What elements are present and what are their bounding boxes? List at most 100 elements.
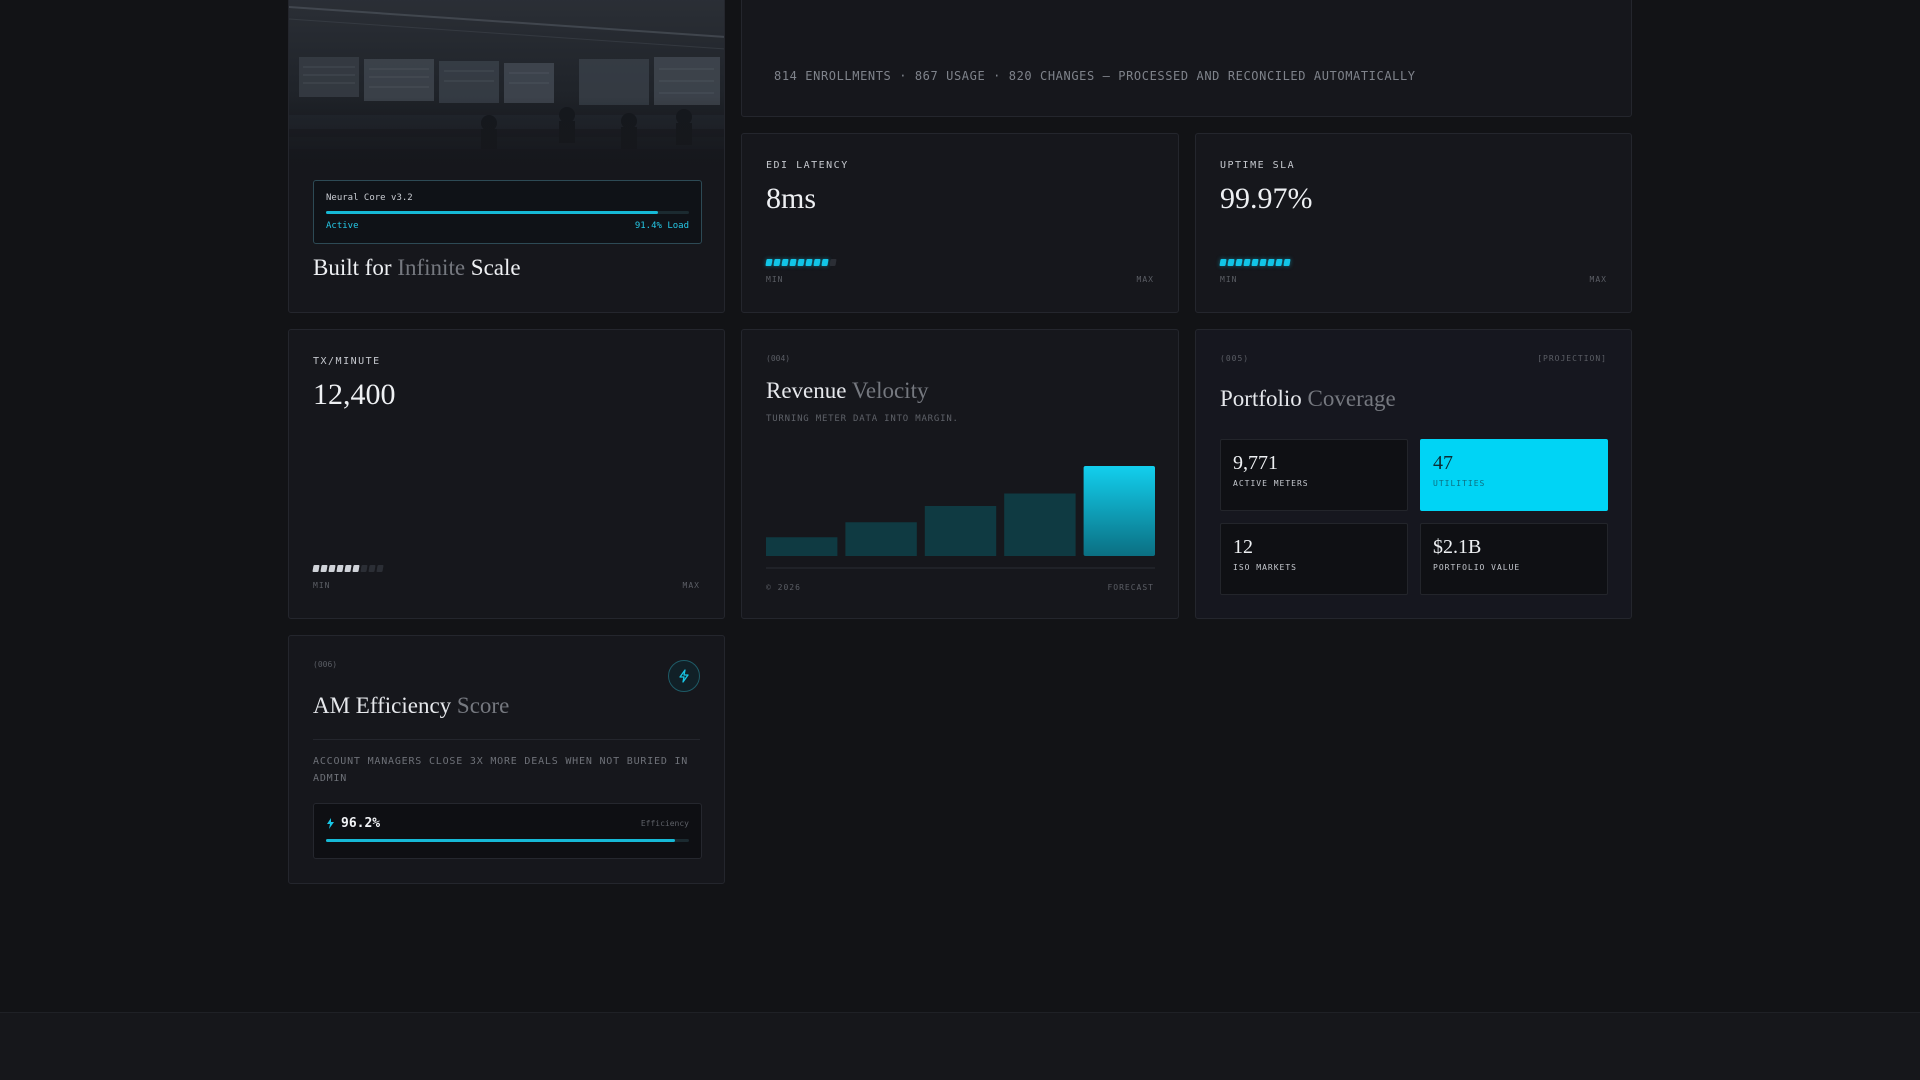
stat-label: UTILITIES xyxy=(1433,479,1486,488)
stat-tile-utilities: 47 UTILITIES xyxy=(1420,439,1608,511)
meter-segment xyxy=(368,565,376,572)
hero-title: Built for Infinite Scale xyxy=(313,255,521,281)
neural-core-status: Active xyxy=(326,221,359,231)
tx-per-minute-card: TX/MINUTE 12,400 MIN MAX xyxy=(288,329,725,619)
stat-tile-iso-markets: 12 ISO MARKETS xyxy=(1220,523,1408,595)
forecast-label: FORECAST xyxy=(1107,583,1154,592)
neural-core-load: 91.4% Load xyxy=(634,221,689,231)
banner-card: 814 ENROLLMENTS · 867 USAGE · 820 CHANGE… xyxy=(741,0,1632,117)
meter-segment xyxy=(805,259,813,266)
efficiency-title: AM Efficiency Score xyxy=(313,693,509,719)
hero-title-part-3: Scale xyxy=(465,255,521,280)
meter-segment xyxy=(829,259,837,266)
revenue-bar-chart xyxy=(766,466,1155,569)
revenue-velocity-card: (004) Revenue Velocity TURNING METER DAT… xyxy=(741,329,1179,619)
hero-card: Neural Core v3.2 Active 91.4% Load Built… xyxy=(288,0,725,313)
meter-segment xyxy=(797,259,805,266)
stat-value: 12 xyxy=(1233,536,1253,558)
section-number: (006) xyxy=(313,660,338,669)
meter-segment xyxy=(1235,259,1243,266)
efficiency-bar xyxy=(326,839,689,842)
uptime-sla-card: UPTIME SLA 99.97% MIN MAX xyxy=(1195,133,1632,313)
efficiency-value: 96.2% xyxy=(341,816,381,831)
revenue-bar xyxy=(1004,493,1076,556)
meter-segment xyxy=(344,565,352,572)
metric-value: 8ms xyxy=(766,182,817,215)
meter-segment xyxy=(813,259,821,266)
meter-segment xyxy=(376,565,384,572)
banner-stats: 814 ENROLLMENTS · 867 USAGE · 820 CHANGE… xyxy=(774,69,1416,83)
efficiency-title-main: AM Efficiency xyxy=(313,693,457,718)
revenue-title-main: Revenue xyxy=(766,378,852,403)
revenue-title: Revenue Velocity xyxy=(766,378,928,404)
meter-segment xyxy=(1283,259,1291,266)
stat-tile-portfolio-value: $2.1B PORTFOLIO VALUE xyxy=(1420,523,1608,595)
footer xyxy=(0,1012,1920,1080)
small-lightning-icon xyxy=(327,818,334,829)
section-number: (005) xyxy=(1220,354,1250,363)
neural-core-title: Neural Core v3.2 xyxy=(326,193,413,203)
level-meter xyxy=(312,565,384,572)
efficiency-label: Efficiency xyxy=(640,819,689,828)
metric-value: 99.97% xyxy=(1220,182,1313,215)
revenue-bar xyxy=(766,537,838,556)
divider xyxy=(313,739,700,740)
am-efficiency-card: (006) AM Efficiency Score ACCOUNT MANAGE… xyxy=(288,635,725,884)
stat-label: ISO MARKETS xyxy=(1233,563,1297,572)
meter-segment xyxy=(352,565,360,572)
meter-segment xyxy=(336,565,344,572)
neural-core-load-bar xyxy=(326,211,689,214)
revenue-bar xyxy=(924,506,997,556)
edi-latency-card: EDI LATENCY 8ms MIN MAX xyxy=(741,133,1179,313)
meter-segment xyxy=(773,259,781,266)
metric-label: TX/MINUTE xyxy=(313,356,381,367)
portfolio-coverage-card: (005) [PROJECTION] Portfolio Coverage 9,… xyxy=(1195,329,1632,619)
min-label: MIN xyxy=(313,581,331,590)
meter-segment xyxy=(1243,259,1251,266)
portfolio-title-accent: Coverage xyxy=(1307,386,1396,411)
revenue-title-accent: Velocity xyxy=(851,378,929,403)
level-meter xyxy=(1219,259,1291,266)
meter-segment xyxy=(1251,259,1259,266)
meter-segment xyxy=(1227,259,1235,266)
lightning-icon xyxy=(668,660,700,692)
hero-title-part-1: Built for xyxy=(313,255,398,280)
meter-segment xyxy=(1259,259,1267,266)
meter-segment xyxy=(328,565,336,572)
max-label: MAX xyxy=(682,581,700,590)
meter-segment xyxy=(1275,259,1283,266)
efficiency-title-accent: Score xyxy=(456,693,510,718)
metric-value: 12,400 xyxy=(313,378,396,411)
hero-title-accent: Infinite xyxy=(397,255,466,280)
meter-segment xyxy=(821,259,829,266)
revenue-subtitle: TURNING METER DATA INTO MARGIN. xyxy=(766,414,959,424)
projection-tag: [PROJECTION] xyxy=(1537,354,1607,363)
stat-value: 9,771 xyxy=(1233,452,1278,474)
stat-label: ACTIVE METERS xyxy=(1233,479,1309,488)
metric-label: UPTIME SLA xyxy=(1220,160,1296,171)
level-meter xyxy=(765,259,837,266)
control-room-image xyxy=(289,0,724,175)
efficiency-meter: 96.2% Efficiency xyxy=(313,803,702,859)
meter-segment xyxy=(360,565,368,572)
max-label: MAX xyxy=(1136,275,1154,284)
meter-segment xyxy=(1267,259,1275,266)
copyright: © 2026 xyxy=(766,583,801,592)
stat-value: 47 xyxy=(1433,452,1453,474)
meter-segment xyxy=(1219,259,1227,266)
metric-label: EDI LATENCY xyxy=(766,160,849,171)
stat-tile-active-meters: 9,771 ACTIVE METERS xyxy=(1220,439,1408,511)
portfolio-title-main: Portfolio xyxy=(1220,386,1308,411)
revenue-bar xyxy=(1083,466,1155,556)
meter-segment xyxy=(765,259,773,266)
neural-core-load-fill xyxy=(326,211,658,214)
efficiency-description: ACCOUNT MANAGERS CLOSE 3X MORE DEALS WHE… xyxy=(313,756,689,784)
stat-label: PORTFOLIO VALUE xyxy=(1433,563,1521,572)
revenue-bar xyxy=(845,522,917,556)
stat-value: $2.1B xyxy=(1433,536,1482,558)
min-label: MIN xyxy=(766,275,784,284)
section-number: (004) xyxy=(766,354,791,363)
meter-segment xyxy=(320,565,328,572)
meter-segment xyxy=(789,259,797,266)
neural-core-panel: Neural Core v3.2 Active 91.4% Load xyxy=(313,180,702,244)
